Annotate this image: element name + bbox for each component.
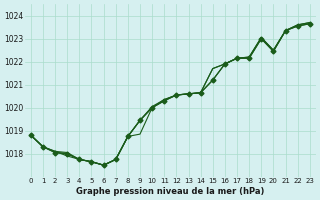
X-axis label: Graphe pression niveau de la mer (hPa): Graphe pression niveau de la mer (hPa) bbox=[76, 187, 265, 196]
